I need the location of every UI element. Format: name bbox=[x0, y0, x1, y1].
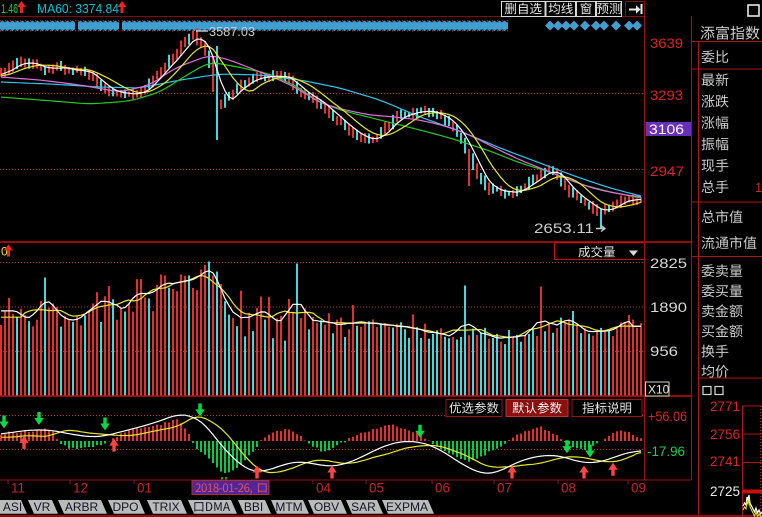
svg-text:ARBR: ARBR bbox=[65, 500, 99, 514]
svg-text:OBV: OBV bbox=[314, 500, 339, 514]
svg-text:956: 956 bbox=[650, 343, 678, 359]
svg-text:VR: VR bbox=[34, 500, 51, 514]
svg-text:ASI: ASI bbox=[3, 500, 22, 514]
svg-text:04: 04 bbox=[316, 481, 332, 496]
svg-text:3293: 3293 bbox=[650, 87, 683, 103]
svg-text:2653.11: 2653.11 bbox=[534, 221, 594, 236]
svg-text:1890: 1890 bbox=[650, 299, 687, 315]
svg-text:05: 05 bbox=[369, 481, 384, 496]
svg-text:+56.06: +56.06 bbox=[648, 408, 687, 424]
svg-text:3639: 3639 bbox=[650, 35, 683, 51]
svg-text:2725: 2725 bbox=[710, 484, 740, 499]
svg-text:DPO: DPO bbox=[112, 500, 138, 514]
svg-text:X10: X10 bbox=[648, 383, 670, 397]
svg-text:3106: 3106 bbox=[649, 121, 684, 137]
svg-text:09: 09 bbox=[631, 481, 646, 496]
svg-text:2825: 2825 bbox=[650, 255, 687, 271]
svg-text:2756: 2756 bbox=[710, 427, 740, 442]
svg-text:01: 01 bbox=[137, 481, 152, 496]
svg-text:1: 1 bbox=[755, 180, 762, 195]
svg-text:11: 11 bbox=[11, 481, 25, 496]
svg-text:3587.03: 3587.03 bbox=[209, 24, 255, 39]
svg-text:BBI: BBI bbox=[244, 500, 263, 514]
svg-text:SAR: SAR bbox=[351, 500, 376, 514]
svg-text:06: 06 bbox=[435, 481, 450, 496]
svg-text:MTM: MTM bbox=[275, 500, 302, 514]
svg-text:2771: 2771 bbox=[710, 399, 740, 414]
svg-text:MA60: 3374.84: MA60: 3374.84 bbox=[37, 1, 119, 16]
svg-text:0: 0 bbox=[1, 245, 8, 259]
svg-text:TRIX: TRIX bbox=[152, 500, 179, 514]
svg-text:EXPMA: EXPMA bbox=[386, 500, 428, 514]
svg-text:1.46: 1.46 bbox=[1, 1, 18, 16]
svg-text:2741: 2741 bbox=[710, 454, 740, 469]
svg-text:07: 07 bbox=[497, 481, 512, 496]
svg-text:2947: 2947 bbox=[650, 163, 684, 179]
svg-text:12: 12 bbox=[73, 481, 88, 496]
svg-text:08: 08 bbox=[561, 481, 576, 496]
svg-text:-17.96: -17.96 bbox=[647, 443, 685, 459]
svg-text:2741.19: 2741.19 bbox=[703, 514, 750, 517]
